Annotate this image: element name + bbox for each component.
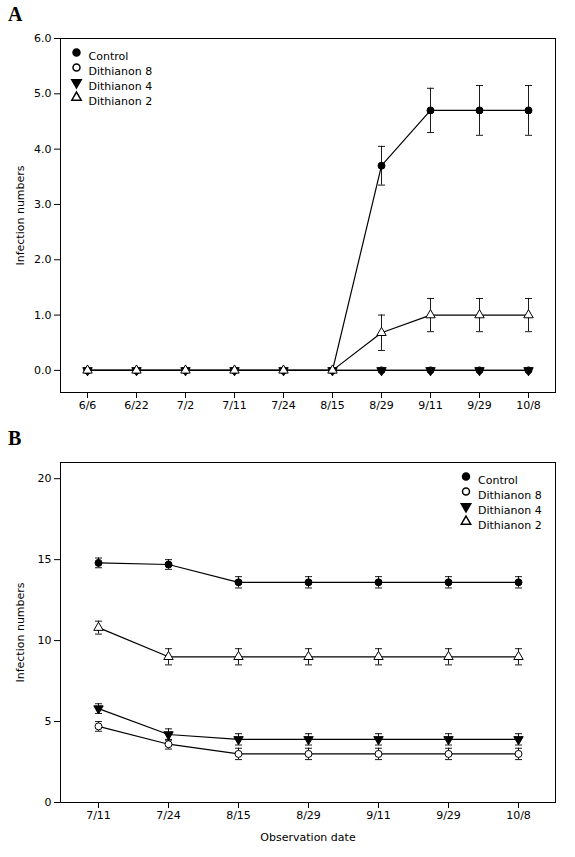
svg-text:10: 10 xyxy=(38,634,52,647)
svg-text:15: 15 xyxy=(38,553,52,566)
svg-text:Dithianon 4: Dithianon 4 xyxy=(89,80,153,93)
svg-text:0.0: 0.0 xyxy=(34,364,52,377)
svg-text:1.0: 1.0 xyxy=(34,309,52,322)
svg-text:6/22: 6/22 xyxy=(124,399,149,412)
svg-text:Control: Control xyxy=(478,474,518,487)
svg-text:9/29: 9/29 xyxy=(436,809,461,822)
svg-text:9/11: 9/11 xyxy=(418,399,443,412)
svg-text:10/8: 10/8 xyxy=(516,399,541,412)
svg-text:8/29: 8/29 xyxy=(296,809,321,822)
svg-text:2.0: 2.0 xyxy=(34,253,52,266)
svg-text:10/8: 10/8 xyxy=(506,809,531,822)
svg-text:3.0: 3.0 xyxy=(34,198,52,211)
svg-text:7/11: 7/11 xyxy=(86,809,111,822)
svg-text:8/15: 8/15 xyxy=(320,399,345,412)
html-text:A: A xyxy=(8,3,23,25)
svg-text:Infection numbers: Infection numbers xyxy=(14,165,27,265)
svg-text:Observation date: Observation date xyxy=(260,831,356,844)
svg-text:9/29: 9/29 xyxy=(467,399,492,412)
svg-text:Dithianon 2: Dithianon 2 xyxy=(89,95,153,108)
svg-text:Dithianon 2: Dithianon 2 xyxy=(478,519,542,532)
svg-text:5: 5 xyxy=(45,715,52,728)
svg-text:6/6: 6/6 xyxy=(79,399,97,412)
svg-text:7/24: 7/24 xyxy=(156,809,181,822)
svg-text:0: 0 xyxy=(45,796,52,809)
svg-text:7/2: 7/2 xyxy=(177,399,195,412)
svg-text:8/15: 8/15 xyxy=(226,809,251,822)
html-text:B: B xyxy=(8,427,22,449)
svg-text:Control: Control xyxy=(89,50,129,63)
svg-text:9/11: 9/11 xyxy=(366,809,391,822)
svg-text:Dithianon 8: Dithianon 8 xyxy=(89,65,153,78)
svg-text:7/11: 7/11 xyxy=(222,399,247,412)
svg-text:Dithianon 4: Dithianon 4 xyxy=(478,504,542,517)
svg-text:5.0: 5.0 xyxy=(34,87,52,100)
svg-text:Infection numbers: Infection numbers xyxy=(14,582,27,682)
svg-text:8/29: 8/29 xyxy=(369,399,394,412)
svg-text:7/24: 7/24 xyxy=(271,399,296,412)
svg-text:4.0: 4.0 xyxy=(34,143,52,156)
svg-text:6.0: 6.0 xyxy=(34,32,52,45)
svg-text:Dithianon 8: Dithianon 8 xyxy=(478,489,542,502)
svg-text:20: 20 xyxy=(38,472,52,485)
